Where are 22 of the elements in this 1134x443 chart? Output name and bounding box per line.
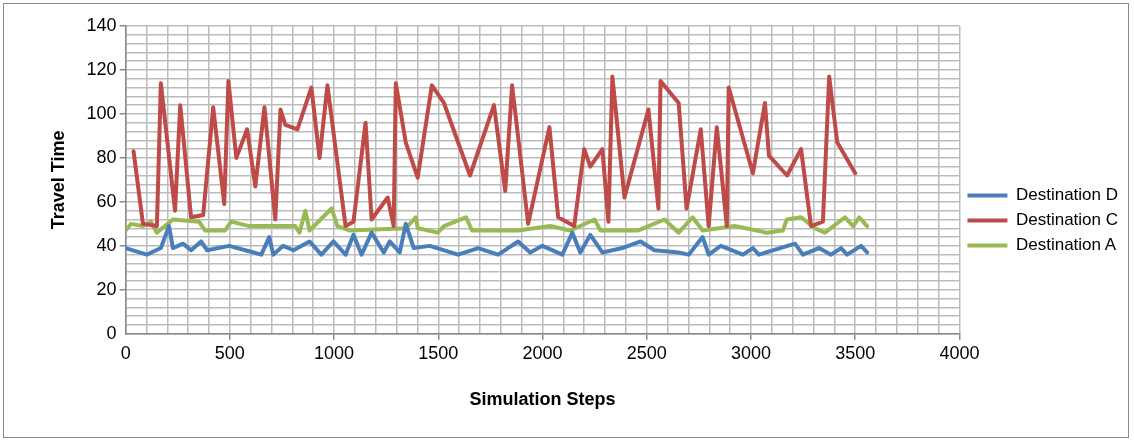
x-tick-label: 0: [120, 342, 131, 363]
y-axis-title: Travel Time: [47, 130, 68, 230]
x-tick-label: 2500: [626, 342, 667, 363]
x-tick-label: 1500: [418, 342, 459, 363]
y-tick-label: 80: [96, 146, 117, 167]
x-tick-label: 3500: [835, 342, 876, 363]
legend-label: Destination D: [1015, 185, 1119, 205]
y-tick-label: 120: [86, 58, 117, 79]
y-tick-label: 100: [86, 102, 117, 123]
y-tick-label: 0: [106, 322, 117, 343]
x-tick-label: 1000: [314, 342, 355, 363]
legend-label: Destination A: [1015, 235, 1117, 255]
y-tick-label: 40: [96, 234, 117, 255]
x-tick-label: 4000: [939, 342, 980, 363]
x-tick-label: 2000: [522, 342, 563, 363]
x-axis-title: Simulation Steps: [469, 389, 616, 410]
legend-label: Destination C: [1015, 210, 1119, 230]
y-tick-label: 20: [96, 278, 117, 299]
x-tick-label: 3000: [730, 342, 772, 363]
x-tick-label: 500: [214, 342, 245, 363]
y-tick-label: 60: [96, 190, 117, 211]
y-tick-label: 140: [86, 14, 117, 35]
